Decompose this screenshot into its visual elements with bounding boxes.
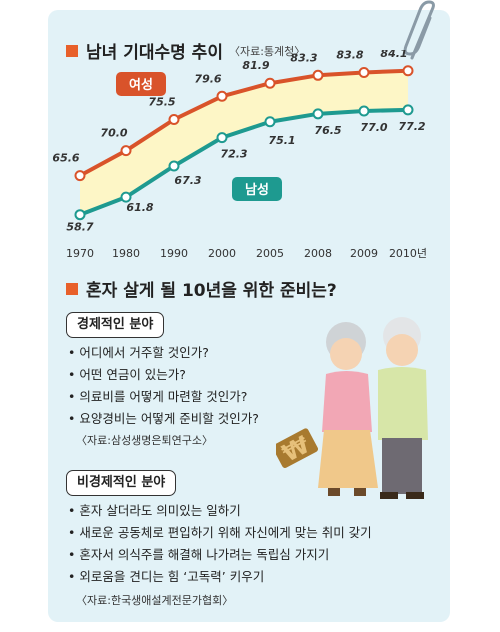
data-point	[358, 66, 370, 78]
x-tick-label: 1970	[66, 247, 94, 260]
list-item: 요양경비는 어떻게 준비할 것인가?	[68, 408, 259, 430]
data-point	[120, 191, 132, 203]
data-label: 75.5	[148, 96, 175, 109]
x-tick-label: 2005	[256, 247, 284, 260]
data-label: 84.1	[380, 50, 407, 60]
x-tick-label: 2000	[208, 247, 236, 260]
data-point	[168, 114, 180, 125]
series-line-male	[79, 107, 409, 217]
data-label: 65.6	[52, 152, 79, 165]
data-point	[358, 105, 370, 117]
data-label: 77.0	[360, 121, 387, 134]
data-label: 77.2	[398, 120, 425, 133]
title-bullet-icon	[66, 44, 78, 57]
legend-male-label: 남성	[245, 182, 269, 198]
series-line-female	[79, 68, 409, 178]
grandmother-figure	[318, 322, 378, 496]
data-point	[216, 90, 228, 102]
data-label: 67.3	[174, 174, 201, 187]
data-point	[74, 170, 86, 182]
grandfather-figure	[378, 317, 428, 499]
data-label: 79.6	[194, 72, 221, 85]
data-point	[402, 65, 414, 77]
data-point	[168, 160, 180, 172]
data-label: 83.8	[336, 50, 363, 61]
prep-title-row: 혼자 살게 될 10년을 위한 준비는?	[66, 276, 337, 301]
paperclip-icon	[403, 0, 435, 60]
data-label: 81.9	[242, 59, 269, 72]
legend-female-box	[116, 72, 166, 96]
list-item: 혼자서 의식주를 해결해 나가려는 독립심 가지기	[68, 544, 372, 566]
data-point	[264, 77, 276, 89]
elderly-couple-icon: ₩	[276, 317, 428, 499]
non-economic-source: 〈자료:한국생애설계전문가협회〉	[76, 594, 234, 607]
data-label: 75.1	[268, 134, 295, 147]
data-point	[312, 69, 324, 81]
life-expectancy-chart: 65.6 70.0 75.5 79.6 81.9 83.3 83.8 84.1 58.7 61.8…	[52, 50, 427, 260]
legend-female: 여성	[116, 72, 166, 96]
data-point	[264, 116, 276, 128]
data-point	[312, 108, 324, 120]
list-item: 어떤 연금이 있는가?	[68, 364, 259, 386]
data-label: 58.7	[66, 221, 93, 234]
list-item: 새로운 공동체로 편입하기 위해 자신에게 맞는 취미 갖기	[68, 522, 371, 544]
won-sign-icon: ₩	[276, 428, 319, 469]
x-tick-label: 1990	[160, 247, 188, 260]
data-point	[216, 132, 228, 144]
data-point	[120, 145, 132, 157]
list-item: 의료비를 어떻게 마련할 것인가?	[68, 386, 259, 408]
data-label: 76.5	[314, 124, 341, 137]
chart-source: 〈자료:통계청〉	[228, 44, 306, 58]
x-tick-label: 1980	[112, 247, 140, 260]
economic-source: 〈자료:삼성생명은퇴연구소〉	[76, 434, 214, 447]
data-label: 70.0	[100, 127, 127, 140]
chart-title: 남녀 기대수명 추이	[86, 43, 223, 63]
data-label: 83.3	[290, 51, 317, 64]
non-economic-list: 혼자 살더라도 의미있는 일하기 새로운 공동체로 편입하기 위해 자신에게 맞…	[68, 500, 372, 588]
list-item: 어디에서 거주할 것인가?	[68, 342, 259, 364]
data-point	[74, 209, 86, 221]
gap-fill-area	[80, 70, 408, 215]
data-label: 72.3	[220, 148, 247, 161]
x-tick-label: 2008	[304, 247, 332, 260]
list-item: 혼자 살더라도 의미있는 일하기	[68, 500, 372, 522]
title-bullet-icon	[66, 282, 78, 295]
x-tick-label: 2009	[350, 247, 378, 260]
economic-label: 경제적인 분야	[66, 312, 165, 338]
data-label: 61.8	[126, 201, 153, 214]
economic-list: 어디에서 거주할 것인가? 어떤 연금이 있는가? 의료비를 어떻게 마련할 것…	[68, 342, 259, 430]
legend-male-box	[232, 177, 282, 201]
chart-title-row: 남녀 기대수명 추이 〈자료:통계청〉	[66, 38, 305, 63]
legend-female-label: 여성	[129, 77, 153, 93]
non-economic-label: 비경제적인 분야	[66, 470, 177, 496]
data-point	[402, 104, 414, 116]
x-tick-label: 2010년	[389, 247, 427, 260]
list-item: 외로움을 견디는 힘 ‘고독력’ 키우기	[68, 566, 372, 588]
legend-male: 남성	[232, 177, 282, 201]
prep-title: 혼자 살게 될 10년을 위한 준비는?	[86, 281, 337, 301]
